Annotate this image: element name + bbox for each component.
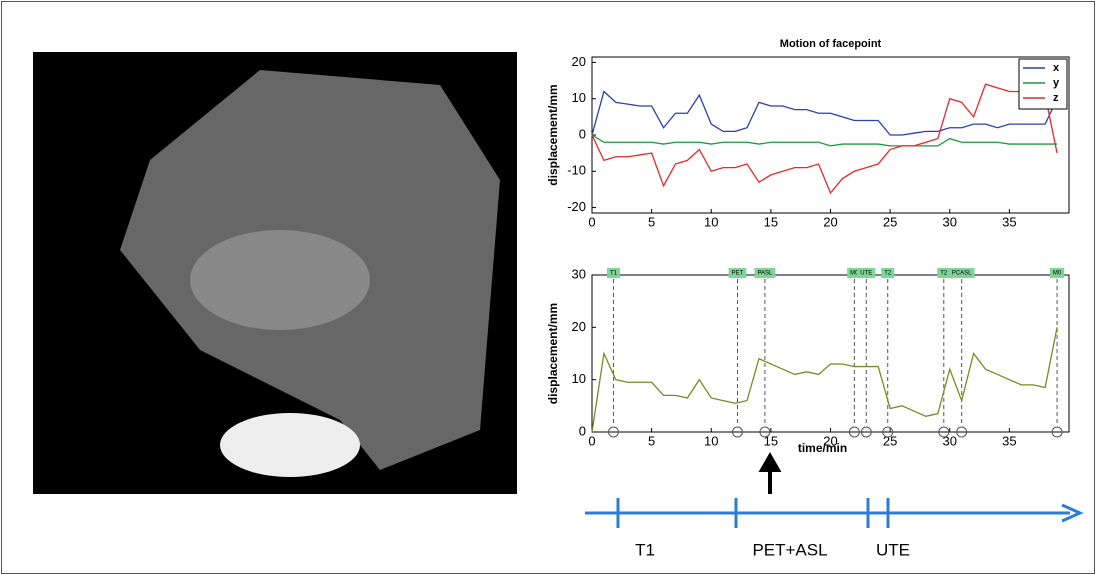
event-box: [948, 268, 975, 278]
x-tick-label: 10: [704, 433, 718, 448]
y-tick-label: 30: [572, 266, 586, 281]
plot-area: [591, 56, 1070, 214]
y-axis-label: displacement/mm: [546, 84, 560, 185]
event-label: PASL: [757, 271, 773, 277]
event-label: M0: [850, 271, 859, 277]
x-tick-label: 20: [823, 433, 837, 448]
x-tick-label: 35: [1002, 433, 1016, 448]
x-tick-label: 30: [943, 433, 957, 448]
y-tick-label: 20: [572, 54, 586, 69]
event-box: [857, 268, 876, 278]
event-box: [606, 268, 620, 278]
y-tick-label: -20: [567, 199, 586, 214]
y-tick-label: 0: [579, 423, 586, 438]
x-tick-label: 5: [648, 433, 655, 448]
event-marker: [848, 426, 860, 438]
event-box: [937, 268, 951, 278]
timeline: [585, 498, 1084, 528]
arrow: [758, 451, 782, 494]
event-marker: [956, 426, 968, 438]
x-tick-label: 0: [588, 214, 595, 229]
x-tick-label: 15: [764, 433, 778, 448]
y-tick-label: 20: [572, 319, 586, 334]
event-marker: [1051, 426, 1063, 438]
x-tick-label: 35: [1002, 214, 1016, 229]
event-box: [1049, 268, 1065, 278]
event-marker: [860, 426, 872, 438]
event-box: [728, 268, 747, 278]
event-marker: [607, 426, 619, 438]
series-line: [591, 134, 1058, 147]
y-axis-label: displacement/mm: [546, 303, 560, 404]
face-scan: [33, 52, 517, 494]
event-marker: [882, 426, 894, 438]
series-line: [591, 327, 1058, 433]
timeline-label: UTE: [876, 540, 910, 559]
event-box: [881, 268, 895, 278]
y-tick-label: -10: [567, 163, 586, 178]
legend: [1018, 58, 1068, 110]
legend-label: y: [1053, 77, 1060, 89]
x-tick-label: 30: [943, 214, 957, 229]
event-label: T2: [884, 271, 892, 277]
event-marker: [938, 426, 950, 438]
timeline-label: T1: [635, 540, 655, 559]
timeline-label: PET+ASL: [752, 540, 827, 559]
y-tick-label: 0: [579, 126, 586, 141]
event-marker: [731, 426, 743, 438]
x-axis-label: time/min: [798, 441, 847, 455]
x-tick-label: 15: [764, 214, 778, 229]
event-label: M0: [1053, 271, 1062, 277]
event-box: [847, 268, 862, 278]
series-line: [591, 90, 1058, 136]
event-label: PET: [732, 271, 744, 277]
event-label: PCASL: [952, 271, 972, 277]
event-box: [754, 268, 776, 278]
series-line: [591, 83, 1058, 195]
x-tick-label: 25: [883, 214, 897, 229]
event-marker: [759, 426, 771, 438]
x-tick-label: 20: [823, 214, 837, 229]
plot-area: [591, 274, 1070, 433]
legend-label: x: [1053, 62, 1060, 74]
event-label: T2: [940, 271, 948, 277]
event-label: T1: [610, 271, 618, 277]
legend-label: z: [1053, 92, 1059, 104]
y-tick-label: 10: [572, 371, 586, 386]
x-tick-label: 0: [588, 433, 595, 448]
chart-title: Motion of facepoint: [780, 38, 882, 50]
event-label: UTE: [860, 271, 872, 277]
x-tick-label: 10: [704, 214, 718, 229]
x-tick-label: 5: [648, 214, 655, 229]
y-tick-label: 10: [572, 90, 586, 105]
